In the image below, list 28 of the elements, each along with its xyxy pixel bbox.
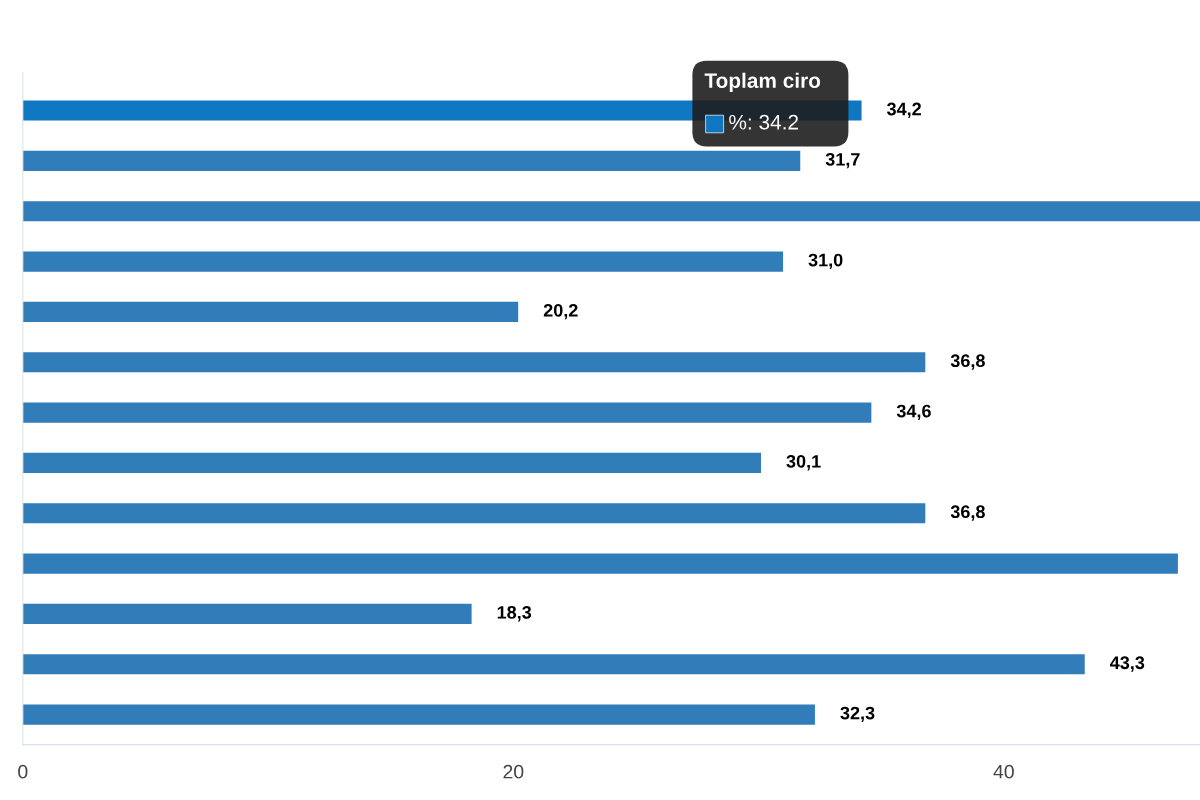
x-tick-label: 0 [18, 764, 28, 779]
data-label: 34,6 [896, 404, 931, 421]
data-label: 20,2 [543, 303, 578, 320]
bar [22, 402, 872, 423]
data-label: 34,2 [886, 102, 921, 119]
data-label: 36,8 [950, 354, 985, 370]
data-label: 18,3 [497, 605, 532, 622]
x-tick-label: 40 [993, 764, 1014, 779]
bar [22, 251, 784, 272]
data-label: 32,3 [840, 706, 875, 723]
bar [22, 603, 472, 624]
data-label: 31,0 [808, 253, 843, 270]
bar [22, 704, 815, 725]
data-label: 30,1 [786, 454, 821, 471]
annotation: Toplam ciro [704, 72, 821, 93]
bar [22, 352, 926, 373]
data-label: 43,3 [1110, 656, 1145, 672]
bar [22, 654, 1085, 675]
bar [22, 150, 801, 171]
data-label: 31,7 [825, 152, 860, 169]
bar [22, 301, 519, 322]
bar [22, 452, 761, 473]
bar [22, 503, 926, 524]
data-label: 36,8 [950, 505, 985, 521]
annotation: %: 34.2 [729, 114, 798, 130]
x-tick-label: 20 [503, 764, 524, 779]
bar [22, 201, 1200, 222]
bar [22, 553, 1178, 574]
